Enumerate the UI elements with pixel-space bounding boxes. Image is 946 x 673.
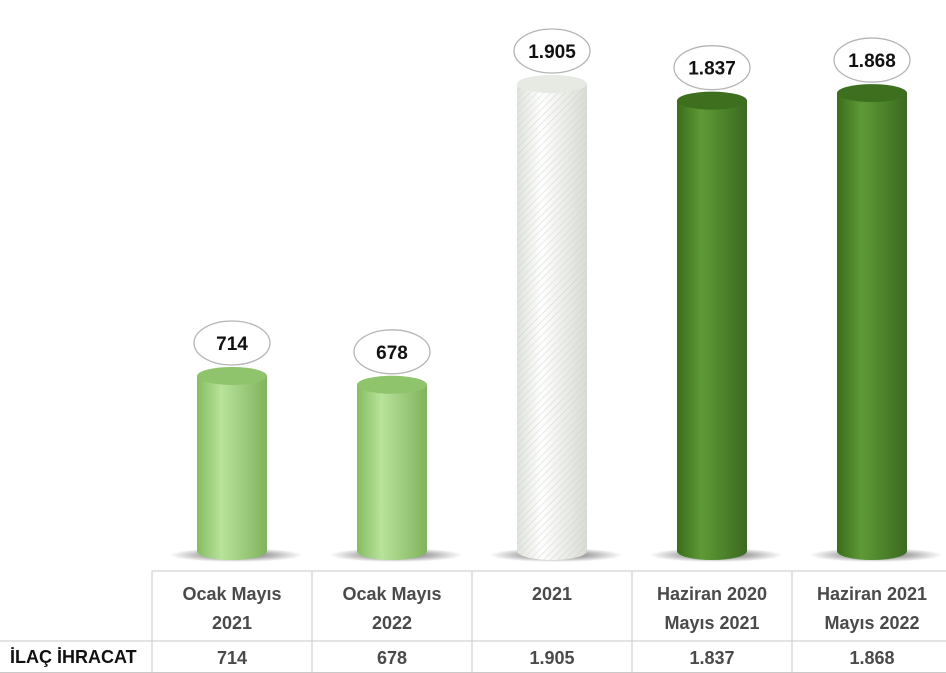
value-label-bubble <box>833 37 911 83</box>
bar-top <box>357 375 427 394</box>
bar-body <box>677 100 747 561</box>
bar-4 <box>649 91 783 562</box>
value-label-5: 1.868 <box>833 37 911 83</box>
category-label-2-line2: 2022 <box>372 613 412 633</box>
bar-top <box>197 366 267 385</box>
bar-top <box>517 75 587 93</box>
bars-layer <box>169 75 943 562</box>
category-label-5-line2: Mayıs 2022 <box>824 613 919 633</box>
table-category-headers: Ocak Mayıs 2021 Ocak Mayıs 2022 2021 Haziran … <box>182 584 927 633</box>
category-label-3: 2021 <box>532 584 572 604</box>
value-label-bubble <box>673 45 751 91</box>
value-label-bubble <box>353 329 431 375</box>
bar-5 <box>809 84 943 562</box>
bar-2 <box>329 375 463 562</box>
table-values: 714 678 1.905 1.837 1.868 <box>217 648 895 668</box>
table-value-4: 1.837 <box>689 648 734 668</box>
bar-body <box>357 384 427 560</box>
bar-3 <box>489 75 623 562</box>
table-value-1: 714 <box>217 648 247 668</box>
bar-body <box>197 375 267 560</box>
category-label-4: Haziran 2020 <box>657 584 767 604</box>
table-row-header: İLAÇ İHRACAT <box>10 647 137 667</box>
value-label-3: 1.905 <box>513 28 591 74</box>
value-label-text: 714 <box>216 334 248 355</box>
category-label-2: Ocak Mayıs <box>342 584 441 604</box>
table-value-2: 678 <box>377 648 407 668</box>
data-table: Ocak Mayıs 2021 Ocak Mayıs 2022 2021 Haziran … <box>0 570 946 673</box>
category-label-4-line2: Mayıs 2021 <box>664 613 759 633</box>
bar-top <box>837 84 907 103</box>
value-label-bubble <box>513 28 591 74</box>
value-label-text: 1.905 <box>528 42 576 63</box>
value-label-text: 1.837 <box>688 59 736 80</box>
bar-1 <box>169 366 303 562</box>
value-label-1: 714 <box>193 320 271 366</box>
table-grid <box>0 570 946 673</box>
value-labels-layer: 714 678 1.905 1.837 1.868 <box>193 28 911 375</box>
value-label-text: 678 <box>376 343 408 364</box>
category-label-5: Haziran 2021 <box>817 584 927 604</box>
bar-body <box>837 93 907 560</box>
value-label-text: 1.868 <box>848 51 896 72</box>
value-label-2: 678 <box>353 329 431 375</box>
bar-hatch <box>517 84 587 560</box>
table-value-3: 1.905 <box>529 648 574 668</box>
value-label-bubble <box>193 320 271 366</box>
value-label-4: 1.837 <box>673 45 751 91</box>
category-label-1: Ocak Mayıs <box>182 584 281 604</box>
category-label-1-line2: 2021 <box>212 613 252 633</box>
table-value-5: 1.868 <box>849 648 894 668</box>
bar-top <box>677 91 747 110</box>
